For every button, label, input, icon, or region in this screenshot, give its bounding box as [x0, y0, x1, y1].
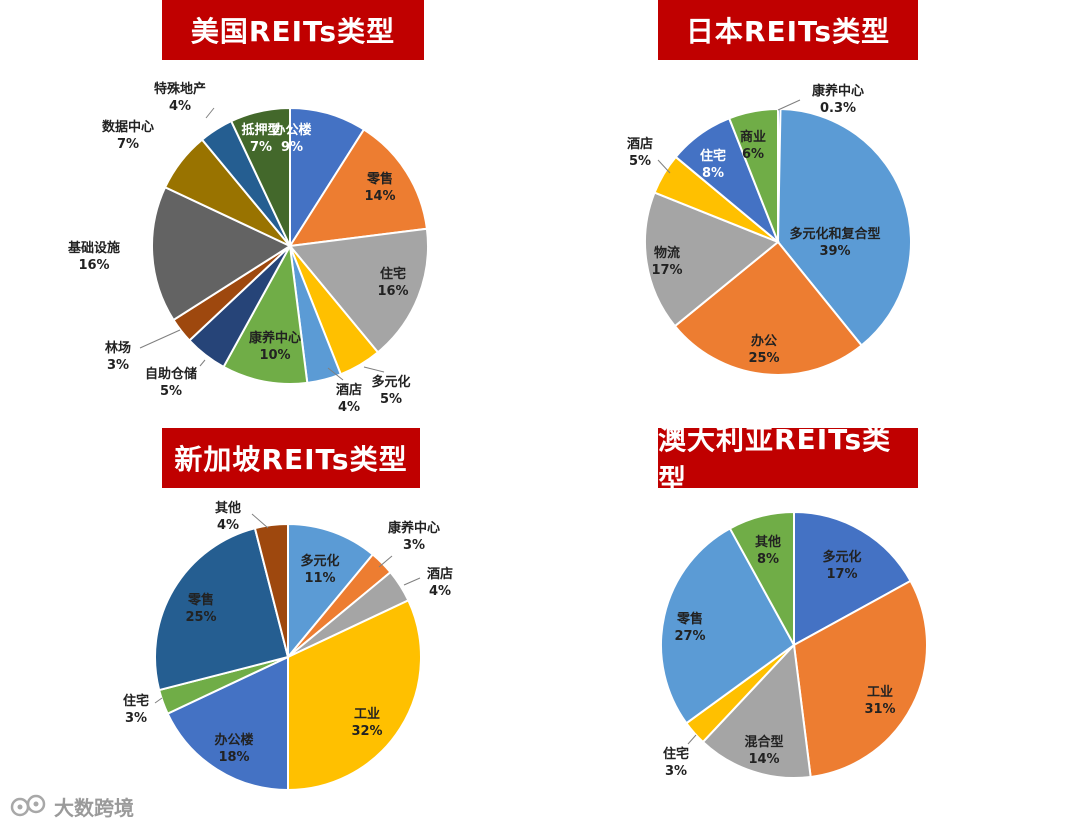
chart-title-japan: 日本REITs类型 — [658, 0, 918, 60]
slice-label-jp-4: 酒店 5% — [627, 136, 653, 169]
slice-label-us-10: 特殊地产 4% — [154, 81, 206, 114]
leader-line-jp-4 — [657, 159, 671, 174]
slice-label-us-3: 多元化 5% — [371, 374, 410, 407]
pie-slice-us-8 — [151, 185, 293, 322]
pie-jp: 康养中心 0.3% 多元化和复合型 39% 办公 25% 物流 17% 酒店 5% 住宅 8% 商业 6% — [627, 83, 912, 376]
watermark-text: 大数跨境 — [54, 796, 134, 820]
pie-slice-us-1 — [288, 128, 429, 248]
slice-label-jp-5: 住宅 8% — [700, 148, 726, 181]
pie-slice-au-2 — [701, 642, 812, 779]
slice-label-au-4: 零售 27% — [674, 611, 705, 644]
slice-label-au-3: 住宅 3% — [663, 746, 689, 779]
pie-slice-au-4 — [660, 527, 796, 725]
pie-slice-au-1 — [792, 579, 928, 779]
slice-label-us-0: 办公楼 9% — [272, 122, 311, 155]
slice-label-sg-0: 多元化 11% — [300, 553, 339, 586]
leader-line-jp-0 — [777, 99, 801, 111]
slice-label-jp-1: 多元化和复合型 39% — [789, 226, 880, 259]
pie-slice-sg-4 — [166, 655, 289, 792]
slice-label-sg-1: 康养中心 3% — [388, 520, 440, 553]
slice-label-sg-7: 其他 4% — [215, 500, 241, 533]
chart-title-australia: 澳大利亚REITs类型 — [658, 423, 918, 496]
pie-au: 多元化 17% 工业 31% 混合型 14% 住宅 3% 零售 27% 其他 8% — [660, 510, 928, 779]
leader-line-sg-7 — [251, 513, 269, 529]
slice-label-sg-4: 办公楼 18% — [214, 732, 253, 765]
slice-label-us-9: 数据中心 7% — [102, 119, 154, 152]
pie-slice-us-2 — [288, 227, 429, 354]
pie-slice-jp-2 — [673, 240, 864, 376]
pie-slice-sg-6 — [154, 526, 290, 692]
leader-line-us-6 — [199, 359, 206, 367]
slice-label-au-1: 工业 31% — [864, 684, 895, 717]
slice-label-sg-3: 工业 32% — [351, 706, 382, 739]
pie-slice-au-5 — [728, 510, 795, 646]
leader-line-us-7 — [139, 329, 181, 349]
pie-slice-us-5 — [222, 242, 309, 385]
slice-label-us-11: 抵押型 7% — [241, 122, 280, 155]
pie-slice-sg-7 — [253, 522, 289, 658]
slice-label-sg-2: 酒店 4% — [427, 566, 453, 599]
leader-line-sg-1 — [378, 555, 393, 568]
leader-line-us-4 — [327, 367, 344, 381]
slice-label-us-7: 林场 3% — [105, 340, 131, 373]
slice-label-jp-3: 物流 17% — [651, 245, 682, 278]
pie-sg: 多元化 11% 康养中心 3% 酒店 4% 工业 32% 办公楼 18% 住宅 3% 零售 25% 其他 4% — [123, 500, 453, 792]
leader-line-sg-2 — [403, 577, 421, 586]
slice-label-jp-2: 办公 25% — [748, 333, 779, 366]
leader-line-us-3 — [363, 366, 385, 373]
pie-slice-sg-3 — [287, 599, 422, 792]
slice-label-us-4: 酒店 4% — [336, 382, 362, 415]
slice-label-sg-6: 零售 25% — [185, 592, 216, 625]
chart-title-us: 美国REITs类型 — [162, 0, 424, 60]
watermark-logo-icon — [10, 794, 46, 816]
pie-slice-jp-3 — [644, 191, 780, 328]
pie-slice-jp-1 — [776, 108, 912, 347]
slice-label-jp-6: 商业 6% — [740, 129, 766, 162]
pie-slice-au-0 — [793, 510, 912, 647]
slice-label-au-5: 其他 8% — [755, 534, 781, 567]
slice-label-sg-5: 住宅 3% — [123, 693, 149, 726]
slice-label-us-6: 自助仓储 5% — [145, 366, 197, 399]
slice-label-jp-0: 康养中心 0.3% — [812, 83, 864, 116]
leader-line-sg-5 — [154, 697, 163, 704]
slice-label-au-2: 混合型 14% — [744, 734, 783, 767]
leader-line-au-3 — [687, 734, 697, 745]
pie-slice-us-11 — [229, 106, 291, 247]
pie-slice-jp-6 — [727, 107, 779, 243]
pie-us: 办公楼 9% 零售 14% 住宅 16% 多元化 5% 酒店 4% 康养中心 10% 自助仓储 5% 林场 3… — [67, 81, 429, 415]
pie-slice-sg-0 — [287, 522, 375, 660]
chart-title-singapore: 新加坡REITs类型 — [162, 428, 420, 488]
slice-label-us-2: 住宅 16% — [377, 266, 408, 299]
slice-label-au-0: 多元化 17% — [822, 549, 861, 582]
leader-line-us-10 — [205, 107, 215, 119]
slice-label-us-8: 基础设施 16% — [67, 240, 120, 273]
slice-label-us-5: 康养中心 10% — [249, 330, 301, 363]
slice-label-us-1: 零售 14% — [364, 171, 395, 204]
watermark: 大数跨境 — [10, 792, 134, 821]
